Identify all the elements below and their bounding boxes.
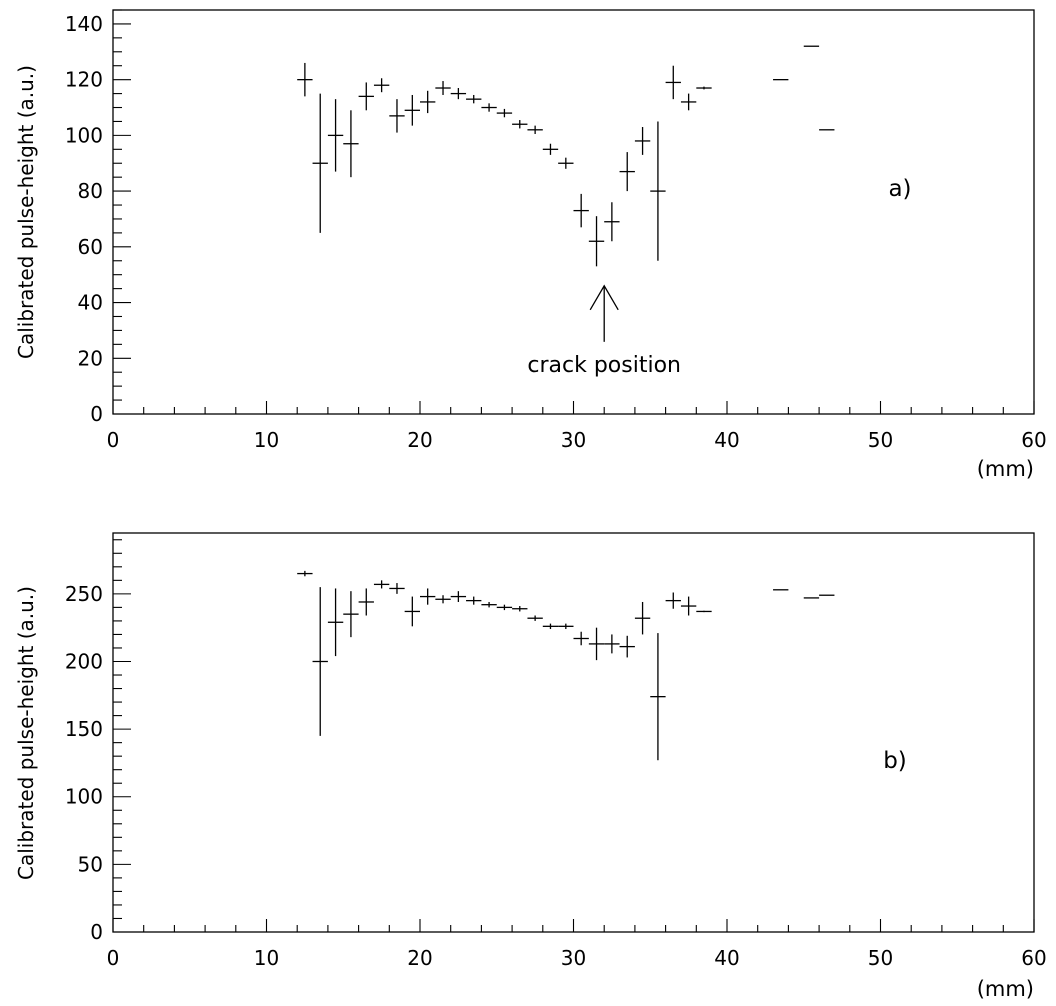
x-tick-label: 20 [407, 428, 432, 452]
x-tick-label: 50 [868, 946, 893, 970]
x-tick-label: 0 [107, 946, 120, 970]
data-point [634, 127, 651, 155]
data-point [558, 157, 574, 169]
data-point [665, 65, 681, 100]
plot-frame [112, 532, 1035, 933]
data-point [327, 588, 344, 657]
x-axis-label: (mm) [977, 977, 1034, 1001]
data-point [588, 627, 605, 661]
data-point [389, 583, 405, 594]
panel-label: a) [888, 176, 911, 202]
data-point [404, 94, 420, 126]
x-tick-label: 60 [1021, 946, 1046, 970]
x-tick-label: 40 [714, 946, 739, 970]
y-tick-label: 40 [78, 291, 103, 315]
x-axis-label: (mm) [977, 457, 1034, 481]
data-point [373, 580, 390, 589]
data-point [527, 125, 543, 134]
data-point [665, 592, 681, 609]
panel-label: b) [883, 748, 907, 774]
x-tick-label: 30 [561, 428, 586, 452]
data-point [619, 635, 635, 658]
y-tick-label: 250 [65, 582, 103, 606]
data-point [696, 610, 712, 613]
data-point [512, 606, 528, 612]
data-point [297, 62, 313, 97]
data-point [481, 103, 497, 112]
data-point [619, 152, 635, 192]
data-point [604, 634, 620, 654]
y-tick-label: 100 [65, 785, 103, 809]
data-point [358, 588, 374, 616]
crack-position-arrow [589, 284, 619, 342]
data-point [573, 193, 589, 228]
x-tick-label: 30 [561, 946, 586, 970]
data-point [680, 596, 697, 616]
arrow-head [589, 284, 619, 311]
data-point [450, 88, 467, 100]
data-point [450, 591, 467, 602]
data-point [558, 623, 574, 630]
data-point [512, 120, 528, 129]
x-tick-label: 10 [254, 946, 279, 970]
y-axis-label: Calibrated pulse-height (a.u.) [14, 65, 38, 359]
data-point [573, 631, 589, 646]
y-tick-label: 120 [65, 68, 103, 92]
data-point [634, 601, 651, 635]
data-point [466, 596, 482, 605]
data-point [496, 108, 513, 118]
chart-panel-b: 0 10 20 30 40 50 60 0 50 100 150 200 250 (mm) Calibrat… [14, 532, 1047, 1001]
data-point [389, 99, 405, 133]
data-point [604, 202, 620, 242]
data-point [327, 99, 344, 172]
y-tick-label: 80 [78, 179, 103, 203]
y-tick-label: 0 [90, 402, 103, 426]
y-tick-label: 140 [65, 12, 103, 36]
data-point [650, 633, 666, 761]
data-point [312, 93, 328, 233]
data-point [588, 216, 605, 267]
data-point [696, 86, 712, 90]
chart-panel-a: 0 10 20 30 40 50 60 0 20 40 60 80 100 120 140 (mm) Calib… [14, 9, 1047, 481]
y-tick-label: 20 [78, 346, 103, 370]
y-tick-label: 60 [78, 235, 103, 259]
data-point [496, 604, 513, 611]
data-point [312, 587, 328, 736]
data-point [343, 591, 359, 638]
data-point [466, 94, 482, 104]
data-point [542, 143, 559, 155]
x-tick-label: 60 [1021, 428, 1046, 452]
data-point [420, 90, 436, 114]
x-tick-label: 40 [714, 428, 739, 452]
data-point [481, 601, 497, 608]
y-axis-label: Calibrated pulse-height (a.u.) [14, 586, 38, 880]
data-point [420, 588, 436, 605]
data-point [680, 93, 697, 111]
data-point [527, 615, 543, 621]
annotation-text: crack position [527, 353, 681, 378]
y-tick-label: 0 [90, 920, 103, 944]
data-point [404, 596, 420, 627]
data-point [358, 82, 374, 111]
data-point [435, 595, 451, 604]
data-point [373, 78, 390, 93]
x-tick-label: 10 [254, 428, 279, 452]
y-tick-label: 50 [78, 852, 103, 876]
data-point [435, 81, 451, 95]
y-tick-label: 100 [65, 123, 103, 147]
y-tick-label: 200 [65, 649, 103, 673]
y-tick-label: 150 [65, 717, 103, 741]
x-tick-label: 0 [107, 428, 120, 452]
data-point [343, 110, 359, 178]
data-point [297, 570, 313, 577]
x-tick-label: 50 [868, 428, 893, 452]
x-tick-label: 20 [407, 946, 432, 970]
data-point [650, 121, 666, 261]
data-point [542, 623, 559, 630]
